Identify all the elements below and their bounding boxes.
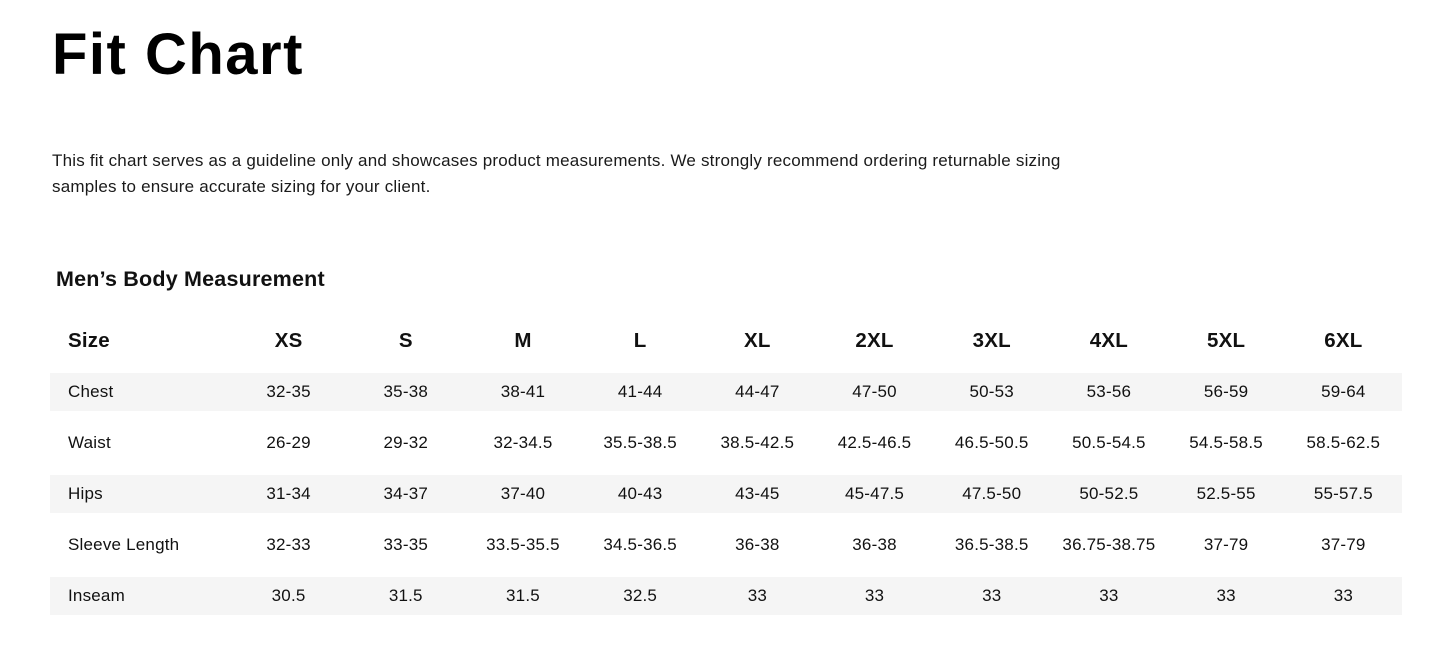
measurement-cell: 41-44 bbox=[581, 373, 699, 411]
measurement-cell: 32-33 bbox=[266, 535, 311, 554]
row-label: Waist bbox=[68, 433, 111, 452]
measurement-cell: 36-38 bbox=[852, 535, 897, 554]
column-header-4xl: 4XL bbox=[1089, 329, 1128, 352]
measurement-cell: 53-56 bbox=[1050, 373, 1168, 411]
measurement-cell: 31.5 bbox=[347, 577, 465, 615]
measurement-cell: 54.5-58.5 bbox=[1189, 433, 1263, 452]
fit-table-body: Chest 32-35 35-38 38-41 41-44 44-47 47-50 50-53… bbox=[50, 373, 1402, 615]
column-header-xs: XS bbox=[274, 329, 303, 352]
measurement-cell: 34.5-36.5 bbox=[603, 535, 677, 554]
measurement-cell: 32.5 bbox=[581, 577, 699, 615]
measurement-cell: 33-35 bbox=[383, 535, 429, 554]
row-label: Hips bbox=[50, 475, 230, 513]
column-header-3xl: 3XL bbox=[972, 329, 1011, 352]
measurement-cell: 36-38 bbox=[735, 535, 780, 554]
row-label: Sleeve Length bbox=[68, 535, 180, 554]
measurement-cell: 47.5-50 bbox=[933, 475, 1051, 513]
measurement-cell: 33 bbox=[933, 577, 1051, 615]
measurement-cell: 32-34.5 bbox=[493, 433, 553, 452]
measurement-row-hips: Hips 31-34 34-37 37-40 40-43 43-45 45-47.5 47.5… bbox=[50, 475, 1402, 513]
measurement-cell: 46.5-50.5 bbox=[954, 433, 1029, 452]
fit-table: Size XS S M L XL 2XL 3XL 4XL 5XL 6XL Chest 32-35 35-… bbox=[50, 309, 1402, 628]
measurement-cell: 50-53 bbox=[933, 373, 1051, 411]
measurement-cell: 34-37 bbox=[347, 475, 465, 513]
measurement-row-sleeve-length: Sleeve Length 32-33 33-35 33.5-35.5 34.5-36.… bbox=[50, 526, 1402, 564]
measurement-cell: 33 bbox=[1050, 577, 1168, 615]
measurement-cell: 37-40 bbox=[464, 475, 582, 513]
measurement-cell: 33 bbox=[698, 577, 816, 615]
section-heading: Men’s Body Measurement bbox=[56, 267, 325, 291]
measurement-cell: 56-59 bbox=[1167, 373, 1285, 411]
measurement-cell: 36.5-38.5 bbox=[954, 535, 1029, 554]
measurement-cell: 50.5-54.5 bbox=[1072, 433, 1146, 452]
fit-table-head: Size XS S M L XL 2XL 3XL 4XL 5XL 6XL bbox=[50, 322, 1402, 360]
column-header-2xl: 2XL bbox=[855, 329, 894, 352]
measurement-cell: 50-52.5 bbox=[1050, 475, 1168, 513]
measurement-cell: 35.5-38.5 bbox=[603, 433, 677, 452]
measurement-cell: 35-38 bbox=[347, 373, 465, 411]
measurement-cell: 30.5 bbox=[230, 577, 348, 615]
column-header-xl: XL bbox=[744, 329, 771, 352]
size-header-row: Size XS S M L XL 2XL 3XL 4XL 5XL 6XL bbox=[50, 322, 1402, 360]
measurement-cell: 32-35 bbox=[230, 373, 348, 411]
page-description: This fit chart serves as a guideline onl… bbox=[52, 151, 1061, 196]
column-header-size: Size bbox=[68, 329, 110, 352]
measurement-cell: 42.5-46.5 bbox=[837, 433, 912, 452]
measurement-cell: 37-79 bbox=[1203, 535, 1249, 554]
measurement-cell: 55-57.5 bbox=[1284, 475, 1402, 513]
column-header-6xl: 6XL bbox=[1324, 329, 1363, 352]
measurement-row-inseam: Inseam 30.5 31.5 31.5 32.5 33 33 33 33 33 33 bbox=[50, 577, 1402, 615]
measurement-cell: 33 bbox=[1284, 577, 1402, 615]
measurement-row-chest: Chest 32-35 35-38 38-41 41-44 44-47 47-50 50-53… bbox=[50, 373, 1402, 411]
measurement-cell: 45-47.5 bbox=[815, 475, 934, 513]
measurement-cell: 52.5-55 bbox=[1167, 475, 1285, 513]
measurement-cell: 44-47 bbox=[698, 373, 816, 411]
measurement-cell: 31-34 bbox=[230, 475, 348, 513]
measurement-cell: 26-29 bbox=[266, 433, 311, 452]
column-header-5xl: 5XL bbox=[1206, 329, 1246, 352]
fit-table-colgroup bbox=[50, 322, 230, 615]
row-label: Chest bbox=[50, 373, 230, 411]
measurement-cell: 43-45 bbox=[698, 475, 816, 513]
measurement-cell: 40-43 bbox=[581, 475, 699, 513]
measurement-cell: 33 bbox=[1167, 577, 1285, 615]
measurement-row-waist: Waist 26-29 29-32 32-34.5 35.5-38.5 38.5-42.5… bbox=[50, 424, 1402, 462]
measurement-cell: 33.5-35.5 bbox=[486, 535, 560, 554]
measurement-cell: 29-32 bbox=[383, 433, 429, 452]
measurement-cell: 36.75-38.75 bbox=[1062, 535, 1156, 554]
measurement-cell: 37-79 bbox=[1321, 535, 1366, 554]
measurement-cell: 38-41 bbox=[464, 373, 582, 411]
measurement-cell: 31.5 bbox=[464, 577, 582, 615]
column-header-l: L bbox=[633, 329, 647, 352]
column-header-s: S bbox=[398, 329, 413, 352]
measurement-cell: 59-64 bbox=[1284, 373, 1402, 411]
measurement-cell: 58.5-62.5 bbox=[1306, 433, 1381, 452]
page-title: Fit Chart bbox=[52, 22, 304, 87]
measurement-cell: 33 bbox=[815, 577, 934, 615]
measurement-cell: 47-50 bbox=[815, 373, 934, 411]
measurement-cell: 38.5-42.5 bbox=[720, 433, 795, 452]
column-header-m: M bbox=[514, 329, 532, 352]
row-label: Inseam bbox=[50, 577, 230, 615]
